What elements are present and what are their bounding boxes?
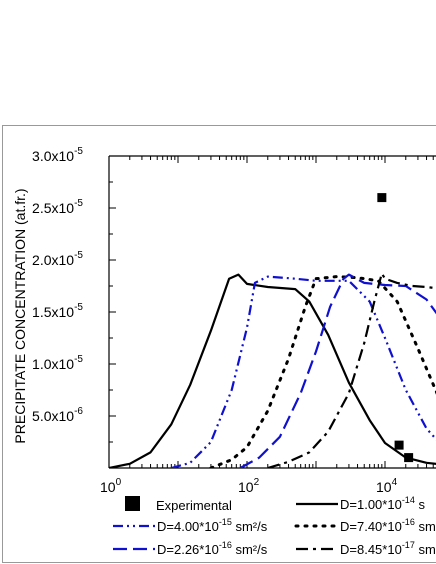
series-group [109, 193, 436, 468]
legend-label-4: D=2.26*10-16 sm²/s [157, 540, 268, 557]
experimental-point [404, 453, 414, 463]
legend-label-2: D=4.00*10-15 sm²/s [157, 517, 268, 534]
series-line-3 [209, 275, 436, 468]
legend-label-1: D=1.00*10-14 s [340, 495, 425, 512]
y-tick-label: 1.0x10-5 [32, 354, 83, 372]
axes [108, 155, 436, 469]
series-line-2 [171, 275, 436, 468]
legend-label-5: D=8.45*10-17 sm [340, 540, 436, 557]
series-line-5 [267, 272, 436, 468]
experimental-point [394, 440, 404, 450]
plot-area [109, 193, 436, 468]
chart-frame: 5.0x10-6 1.0x10-5 1.5x10-5 2.0x10-5 2.5x10-5… [2, 125, 436, 563]
series-line-4 [239, 273, 436, 468]
legend-experimental-marker [125, 496, 140, 511]
x-tick-labels: 100 102 104 [100, 477, 398, 495]
series-line-1 [109, 273, 436, 468]
legend-experimental-label: Experimental [156, 498, 232, 513]
y-tick-label: 1.5x10-5 [32, 302, 83, 320]
x-tick-label: 100 [100, 477, 122, 495]
x-tick-label: 102 [238, 477, 260, 495]
y-tick-label: 3.0x10-5 [32, 146, 83, 164]
y-tick-label: 2.0x10-5 [32, 250, 83, 268]
y-tick-label: 2.5x10-5 [32, 198, 83, 216]
chart-svg: 5.0x10-6 1.0x10-5 1.5x10-5 2.0x10-5 2.5x10-5… [12, 146, 436, 557]
experimental-point [377, 193, 387, 203]
legend: Experimental D=1.00*10-14 s D=4.00*10-15 s… [113, 495, 436, 557]
x-tick-label: 104 [376, 477, 398, 495]
legend-label-3: D=7.40*10-16 sm²/s [340, 517, 436, 534]
y-tick-labels: 5.0x10-6 1.0x10-5 1.5x10-5 2.0x10-5 2.5x10-5… [32, 146, 83, 424]
y-axis-label: PRECIPITATE CONCENTRATION (at.fr.) [12, 188, 28, 443]
y-tick-label: 5.0x10-6 [32, 406, 83, 424]
